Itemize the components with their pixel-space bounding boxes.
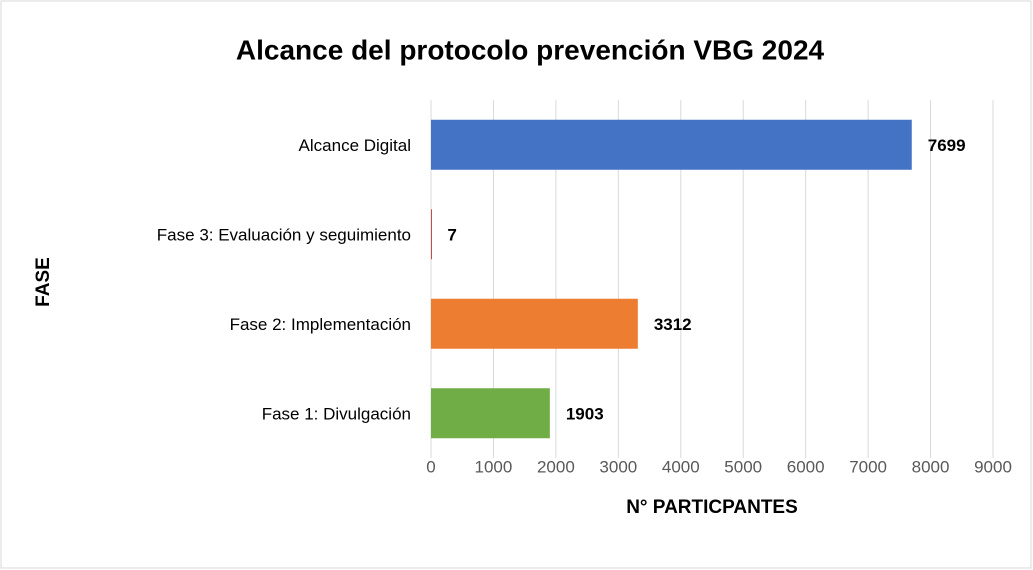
bar [431,298,638,349]
x-tick-label: 8000 [912,457,950,476]
y-axis-title: FASE [33,257,54,307]
value-label: 7 [447,226,456,245]
x-tick-label: 9000 [974,457,1012,476]
x-axis-title: N° PARTICPANTES [626,497,798,518]
y-tick-label: Alcance Digital [299,136,411,155]
x-tick-label: 2000 [537,457,575,476]
value-label: 1903 [566,405,604,424]
x-tick-label: 1000 [475,457,513,476]
bar [431,209,432,260]
y-tick-label: Fase 3: Evaluación y seguimiento [157,226,411,245]
x-tick-label: 4000 [662,457,700,476]
y-tick-label: Fase 1: Divulgación [262,405,411,424]
value-label: 3312 [654,315,692,334]
x-tick-label: 6000 [787,457,825,476]
x-tick-label: 3000 [599,457,637,476]
x-tick-label: 0 [426,457,435,476]
value-label: 7699 [928,136,966,155]
y-tick-label: Fase 2: Implementación [230,315,411,334]
bar [431,119,912,170]
bar [431,388,550,439]
chart-title: Alcance del protocolo prevención VBG 202… [236,34,825,65]
x-tick-label: 7000 [849,457,887,476]
x-tick-label: 5000 [724,457,762,476]
